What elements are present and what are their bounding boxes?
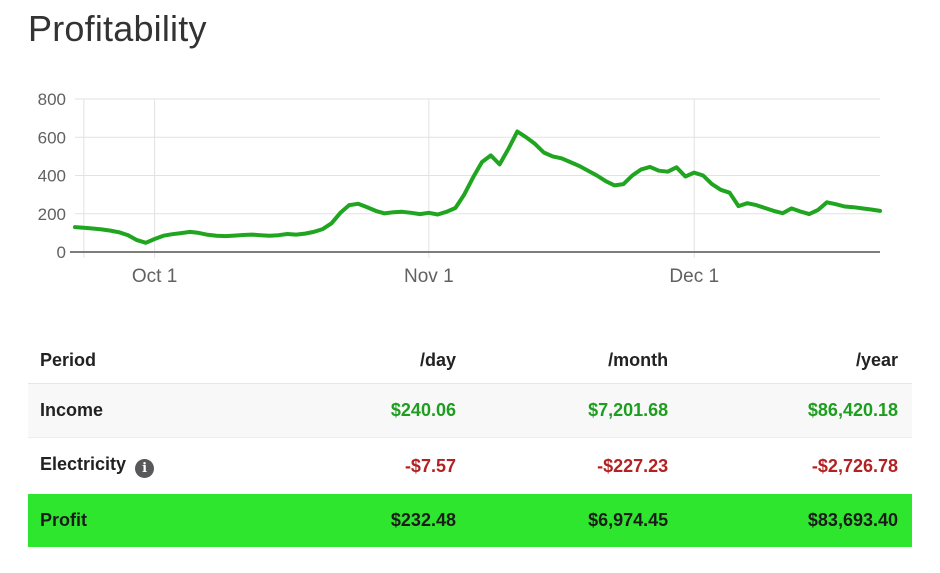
table-row-income: Income $240.06 $7,201.68 $86,420.18 <box>28 383 912 438</box>
income-label: Income <box>40 400 104 420</box>
svg-text:0: 0 <box>57 243 66 262</box>
electricity-per-day: -$7.57 <box>257 437 470 494</box>
col-header-period: Period <box>28 337 258 384</box>
table-row-profit: Profit $232.48 $6,974.45 $83,693.40 <box>28 494 912 547</box>
col-header-year: /year <box>682 337 912 384</box>
profit-per-year: $83,693.40 <box>807 510 898 530</box>
svg-text:Dec 1: Dec 1 <box>669 266 719 287</box>
svg-text:600: 600 <box>38 128 66 147</box>
svg-text:Nov 1: Nov 1 <box>404 266 454 287</box>
col-header-month: /month <box>469 337 683 384</box>
profit-chart: Oct 1 Nov 1 Dec 1 0 200 400 600 800 <box>0 85 940 295</box>
table-row-electricity: Electricity i -$7.57 -$227.23 -$2,726.78 <box>28 437 912 494</box>
income-per-day: $240.06 <box>390 400 456 420</box>
col-header-day: /day <box>257 337 470 384</box>
electricity-per-year: -$2,726.78 <box>682 437 912 494</box>
svg-text:Oct 1: Oct 1 <box>132 266 177 287</box>
electricity-label-cell: Electricity i <box>28 437 258 494</box>
info-icon[interactable]: i <box>135 459 155 478</box>
svg-text:200: 200 <box>38 205 66 224</box>
svg-text:400: 400 <box>38 167 66 186</box>
page-title: Profitability <box>28 8 207 49</box>
svg-text:800: 800 <box>38 90 66 109</box>
table-header-row: Period /day /month /year <box>28 337 912 384</box>
profit-per-day: $232.48 <box>390 510 456 530</box>
income-per-year: $86,420.18 <box>807 400 898 420</box>
electricity-label: Electricity <box>40 454 127 474</box>
profit-line-chart: Oct 1 Nov 1 Dec 1 0 200 400 600 800 <box>38 90 882 287</box>
electricity-per-month: -$227.23 <box>469 437 683 494</box>
profitability-table: Period /day /month /year Income $240.06 … <box>28 337 912 547</box>
income-per-month: $7,201.68 <box>588 400 669 420</box>
profit-per-month: $6,974.45 <box>588 510 669 530</box>
profit-label: Profit <box>40 510 87 530</box>
